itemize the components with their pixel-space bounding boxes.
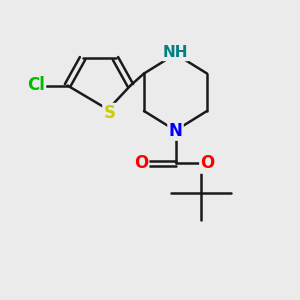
Text: S: S: [103, 104, 116, 122]
Text: NH: NH: [163, 45, 188, 60]
Text: N: N: [169, 122, 182, 140]
Text: Cl: Cl: [27, 76, 45, 94]
Text: O: O: [134, 154, 148, 172]
Text: O: O: [200, 154, 215, 172]
